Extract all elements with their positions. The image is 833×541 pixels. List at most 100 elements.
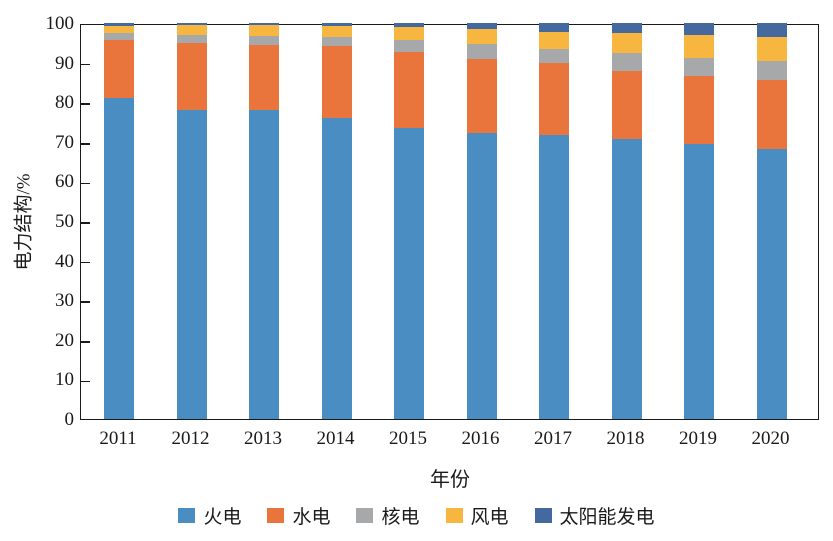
bar-segment-风电 (249, 24, 279, 36)
bar-segment-太阳能发电 (104, 23, 134, 27)
bar-2012 (176, 23, 207, 419)
legend-label: 太阳能发电 (559, 507, 655, 528)
bar-segment-核电 (104, 32, 134, 40)
bar-segment-水电 (394, 51, 424, 128)
bar-segment-水电 (321, 46, 352, 119)
bar-segment-风电 (176, 25, 207, 35)
bar-segment-火电 (539, 134, 569, 419)
bar-segment-水电 (539, 63, 569, 135)
legend-swatch (445, 508, 463, 523)
bar-segment-水电 (756, 80, 787, 149)
y-tick-mark (81, 222, 90, 224)
bar-2015 (394, 23, 424, 419)
y-tick-mark (81, 63, 90, 66)
y-tick-label: 20 (55, 329, 74, 351)
bar-segment-风电 (611, 33, 642, 54)
y-tick-label: 30 (55, 290, 74, 312)
x-tick-label: 2016 (461, 428, 500, 449)
bar-segment-风电 (684, 35, 714, 58)
bar-segment-火电 (176, 110, 207, 419)
bar-segment-核电 (684, 57, 714, 77)
x-tick-label: 2013 (244, 428, 282, 449)
x-tick-label: 2015 (389, 428, 427, 449)
bar-segment-火电 (321, 118, 352, 419)
bar-2013 (249, 23, 279, 419)
bar-segment-火电 (104, 98, 134, 419)
legend-item-核电: 核电 (356, 502, 420, 529)
bar-2016 (466, 23, 497, 419)
legend-swatch (178, 508, 196, 523)
bar-segment-太阳能发电 (249, 23, 279, 25)
y-tick-mark (81, 380, 90, 383)
y-tick-label: 10 (55, 369, 74, 391)
bar-segment-核电 (249, 35, 279, 46)
x-tick-label: 2019 (679, 428, 717, 449)
bar-segment-水电 (249, 45, 279, 110)
y-tick-label: 70 (55, 131, 74, 153)
y-tick-label: 100 (45, 13, 75, 34)
y-tick-label: 50 (55, 211, 74, 232)
bar-2018 (611, 23, 642, 419)
chart-legend: 火电 水电 核电 风电 太阳能发电 (0, 502, 833, 529)
bar-segment-核电 (539, 49, 569, 64)
bar-segment-核电 (394, 40, 424, 52)
y-tick-mark (81, 143, 90, 145)
bar-2017 (539, 23, 569, 419)
x-tick-label: 2020 (751, 428, 790, 449)
x-tick-label: 2017 (534, 428, 572, 449)
bar-segment-水电 (104, 39, 134, 99)
x-tick-label: 2018 (606, 428, 645, 449)
legend-item-太阳能发电: 太阳能发电 (534, 502, 655, 529)
y-tick-mark (81, 103, 90, 105)
bar-segment-风电 (321, 25, 352, 38)
plot-area (80, 23, 819, 420)
bar-segment-火电 (684, 143, 714, 419)
bar-segment-太阳能发电 (539, 23, 569, 32)
legend-swatch (356, 508, 374, 523)
legend-swatch (534, 508, 552, 523)
y-tick-mark (81, 301, 90, 303)
bar-segment-风电 (394, 26, 424, 41)
y-tick-label: 60 (55, 171, 74, 193)
bar-segment-核电 (611, 53, 642, 71)
x-axis-title: 年份 (430, 469, 470, 491)
bar-segment-水电 (684, 76, 714, 144)
y-tick-label: 90 (55, 52, 74, 74)
bar-segment-水电 (466, 58, 497, 134)
legend-swatch (267, 508, 285, 523)
y-tick-label: 0 (64, 409, 75, 430)
bar-segment-核电 (176, 34, 207, 44)
bar-2020 (756, 23, 787, 419)
bar-2011 (104, 23, 134, 419)
bar-segment-火电 (394, 127, 424, 419)
bar-segment-火电 (756, 148, 787, 419)
bar-segment-火电 (249, 109, 279, 419)
bar-segment-太阳能发电 (466, 23, 497, 29)
bar-segment-太阳能发电 (176, 23, 207, 26)
x-tick-label: 2011 (99, 428, 137, 449)
legend-label: 风电 (470, 507, 509, 528)
bar-2019 (684, 23, 714, 419)
y-tick-label: 40 (55, 250, 74, 272)
bar-segment-太阳能发电 (321, 23, 352, 26)
legend-item-火电: 火电 (178, 502, 241, 529)
y-tick-mark (81, 341, 90, 343)
x-tick-label: 2014 (316, 428, 355, 449)
bar-segment-太阳能发电 (756, 23, 787, 37)
bar-2014 (321, 23, 352, 419)
y-tick-mark (81, 182, 90, 185)
bar-segment-风电 (104, 26, 134, 33)
bar-segment-火电 (466, 133, 497, 419)
bar-segment-太阳能发电 (394, 23, 424, 27)
bar-segment-太阳能发电 (684, 23, 714, 36)
bar-segment-风电 (466, 28, 497, 44)
bar-segment-水电 (176, 43, 207, 111)
bar-segment-太阳能发电 (611, 23, 642, 34)
y-tick-mark (81, 261, 90, 264)
bar-segment-核电 (466, 44, 497, 59)
bar-segment-核电 (756, 61, 787, 81)
legend-item-风电: 风电 (445, 502, 509, 529)
y-tick-label: 80 (55, 92, 74, 114)
bar-segment-火电 (611, 139, 642, 419)
x-tick-label: 2012 (171, 428, 210, 449)
